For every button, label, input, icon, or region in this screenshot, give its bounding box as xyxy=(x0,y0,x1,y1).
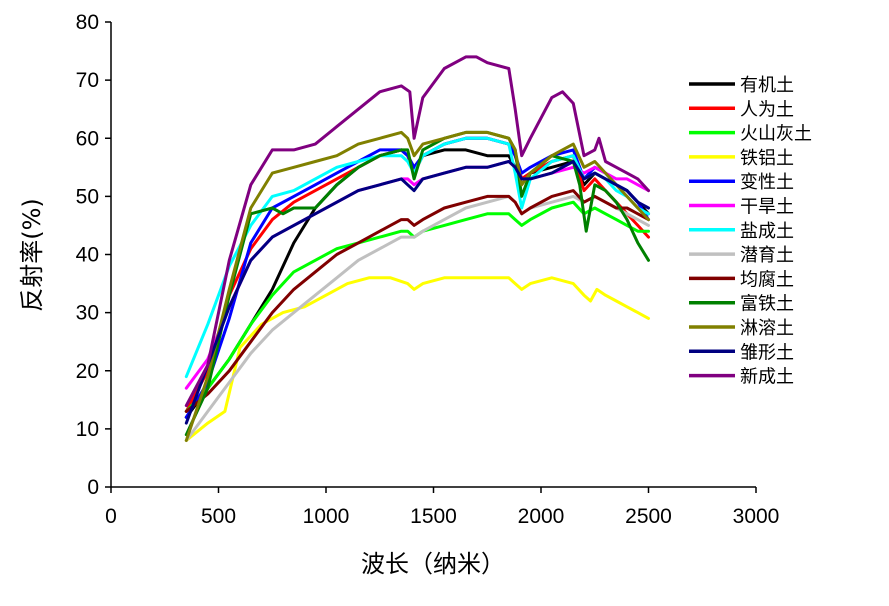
x-tick-label: 1000 xyxy=(303,505,350,528)
x-axis-title: 波长（纳米） xyxy=(361,550,505,578)
x-tick-label: 0 xyxy=(105,505,117,528)
x-ticks: 0 500 1000 1500 2000 2500 3000 xyxy=(105,487,779,528)
series-layer xyxy=(184,55,650,442)
x-tick-label: 3000 xyxy=(733,505,780,528)
y-tick-label: 0 xyxy=(87,476,99,499)
legend-label: 人为土 xyxy=(740,99,794,120)
legend-label: 盐成土 xyxy=(740,221,794,242)
y-tick-label: 50 xyxy=(76,185,99,208)
y-tick-label: 60 xyxy=(76,127,99,150)
series-line xyxy=(184,55,650,408)
series-line xyxy=(184,130,650,442)
legend-label: 均腐土 xyxy=(740,269,794,290)
y-tick-label: 70 xyxy=(76,69,99,92)
legend-label: 潜育土 xyxy=(740,245,794,266)
legend-label: 铁铝土 xyxy=(740,148,794,169)
y-tick-label: 80 xyxy=(76,11,99,34)
y-tick-label: 30 xyxy=(76,302,99,325)
legend-label: 富铁土 xyxy=(740,294,794,315)
legend-label: 淋溶土 xyxy=(740,318,794,339)
legend-label: 雏形土 xyxy=(740,342,794,363)
legend-label: 火山灰土 xyxy=(740,124,812,145)
legend-label: 有机土 xyxy=(740,75,794,96)
series-line xyxy=(184,200,650,413)
y-tick-label: 40 xyxy=(76,244,99,267)
axes: 0 500 1000 1500 2000 2500 3000 0 10 20 30 40 50 60 70… xyxy=(76,11,780,528)
legend-label: 新成土 xyxy=(740,367,794,388)
x-tick-label: 1500 xyxy=(410,505,457,528)
legend-label: 干旱土 xyxy=(740,197,794,218)
y-tick-label: 20 xyxy=(76,360,99,383)
x-tick-label: 2000 xyxy=(518,505,565,528)
y-ticks: 0 10 20 30 40 50 60 70 80 xyxy=(76,11,111,499)
x-tick-label: 2500 xyxy=(625,505,672,528)
x-tick-label: 500 xyxy=(201,505,236,528)
series-line xyxy=(184,276,650,442)
series-line xyxy=(184,160,650,425)
series-line xyxy=(184,189,650,413)
legend-label: 变性土 xyxy=(740,172,794,193)
y-tick-label: 10 xyxy=(76,418,99,441)
y-axis-title: 反射率(%) xyxy=(18,198,46,312)
